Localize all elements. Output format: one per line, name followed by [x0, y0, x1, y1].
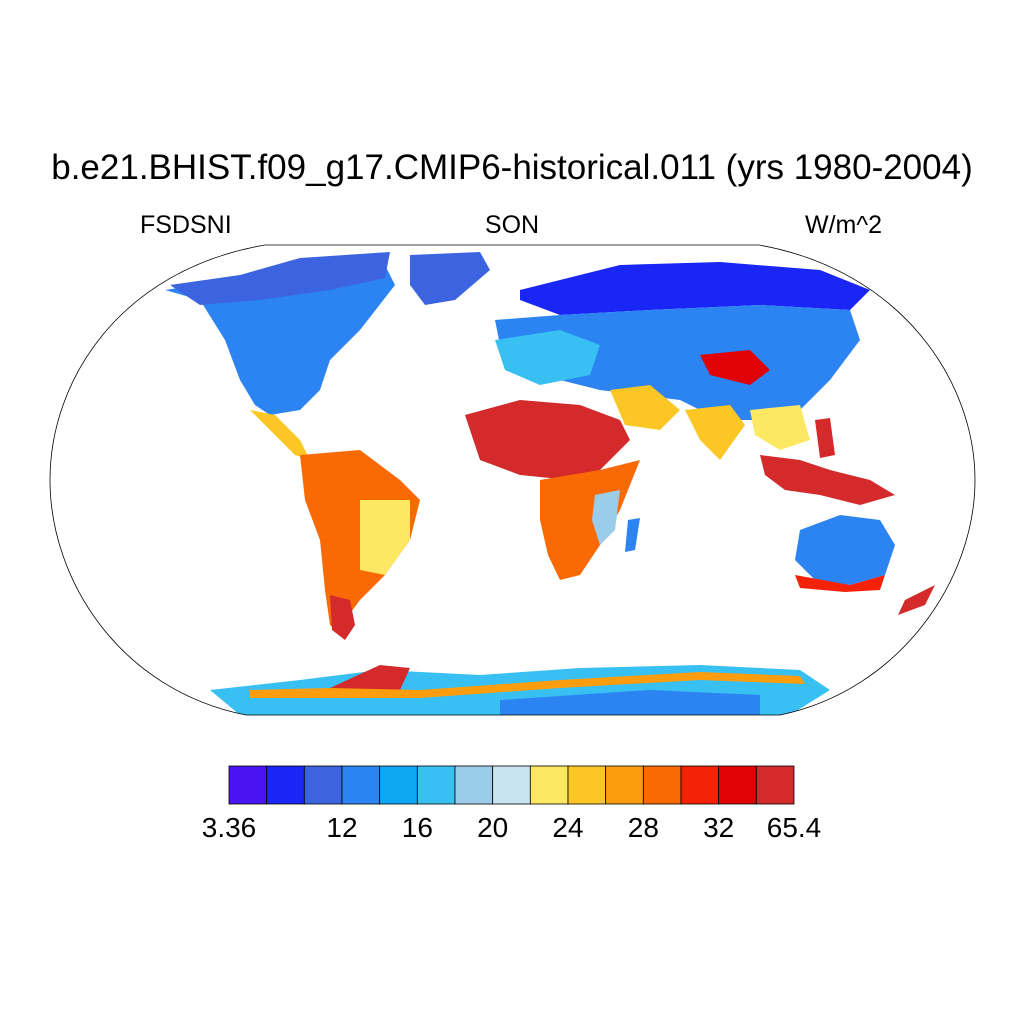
antarctica-interior: [500, 690, 760, 715]
central-america: [250, 410, 310, 460]
australia-south-coast: [795, 575, 885, 592]
colorbar-tick-label: 24: [552, 812, 584, 843]
colorbar-swatch: [303, 765, 343, 805]
colorbar-tick-label: 3.36: [201, 812, 257, 843]
colorbar-swatch: [379, 765, 418, 805]
plot-title: b.e21.BHIST.f09_g17.CMIP6-historical.011…: [51, 148, 973, 187]
australia: [795, 515, 895, 585]
middle-east: [610, 385, 680, 430]
africa-east: [592, 490, 620, 545]
africa-north: [465, 400, 630, 480]
greenland: [410, 252, 490, 305]
philippines: [815, 418, 835, 458]
colorbar-tick-label: 65.4: [766, 812, 822, 843]
colorbar-tick-label: 16: [401, 812, 433, 843]
colorbar-swatch: [341, 765, 381, 805]
southeast-asia: [750, 405, 810, 450]
antarctica-coast: [250, 672, 805, 698]
colorbar-swatch: [228, 765, 268, 805]
colorbar-swatch: [642, 765, 682, 805]
eurasia: [495, 305, 860, 420]
units-label: W/m^2: [804, 211, 882, 239]
colorbar-swatch: [454, 765, 494, 805]
globe-boundary: [49, 244, 976, 716]
antarctic-peninsula: [330, 665, 410, 695]
south-america-east: [360, 500, 410, 575]
colorbar-tick-label: 20: [477, 812, 509, 843]
indonesia: [760, 455, 895, 505]
variable-label: FSDSNI: [140, 211, 232, 239]
north-america-north: [170, 252, 390, 305]
season-label: SON: [484, 211, 540, 239]
colorbar-swatch: [529, 765, 569, 805]
colorbar-swatch: [266, 765, 305, 805]
colorbar-swatch: [605, 765, 644, 805]
colorbar-swatch: [567, 765, 607, 805]
colorbar-swatch: [718, 765, 757, 805]
colorbar-swatch: [755, 765, 795, 805]
south-america-south: [330, 595, 355, 640]
new-zealand: [898, 585, 935, 615]
colorbar-tick-label: 28: [627, 812, 659, 843]
colorbar-swatch: [492, 765, 531, 805]
madagascar: [625, 518, 640, 552]
colorbar-swatch: [416, 765, 456, 805]
india: [685, 405, 745, 460]
africa-south: [540, 460, 640, 580]
colorbar-tick-label: 12: [326, 812, 358, 843]
eurasia-north: [520, 262, 870, 315]
europe: [495, 330, 600, 385]
tibet-hotspot: [700, 350, 770, 385]
colorbar-tick-label: 32: [703, 812, 735, 843]
colorbar-swatch: [680, 765, 720, 805]
